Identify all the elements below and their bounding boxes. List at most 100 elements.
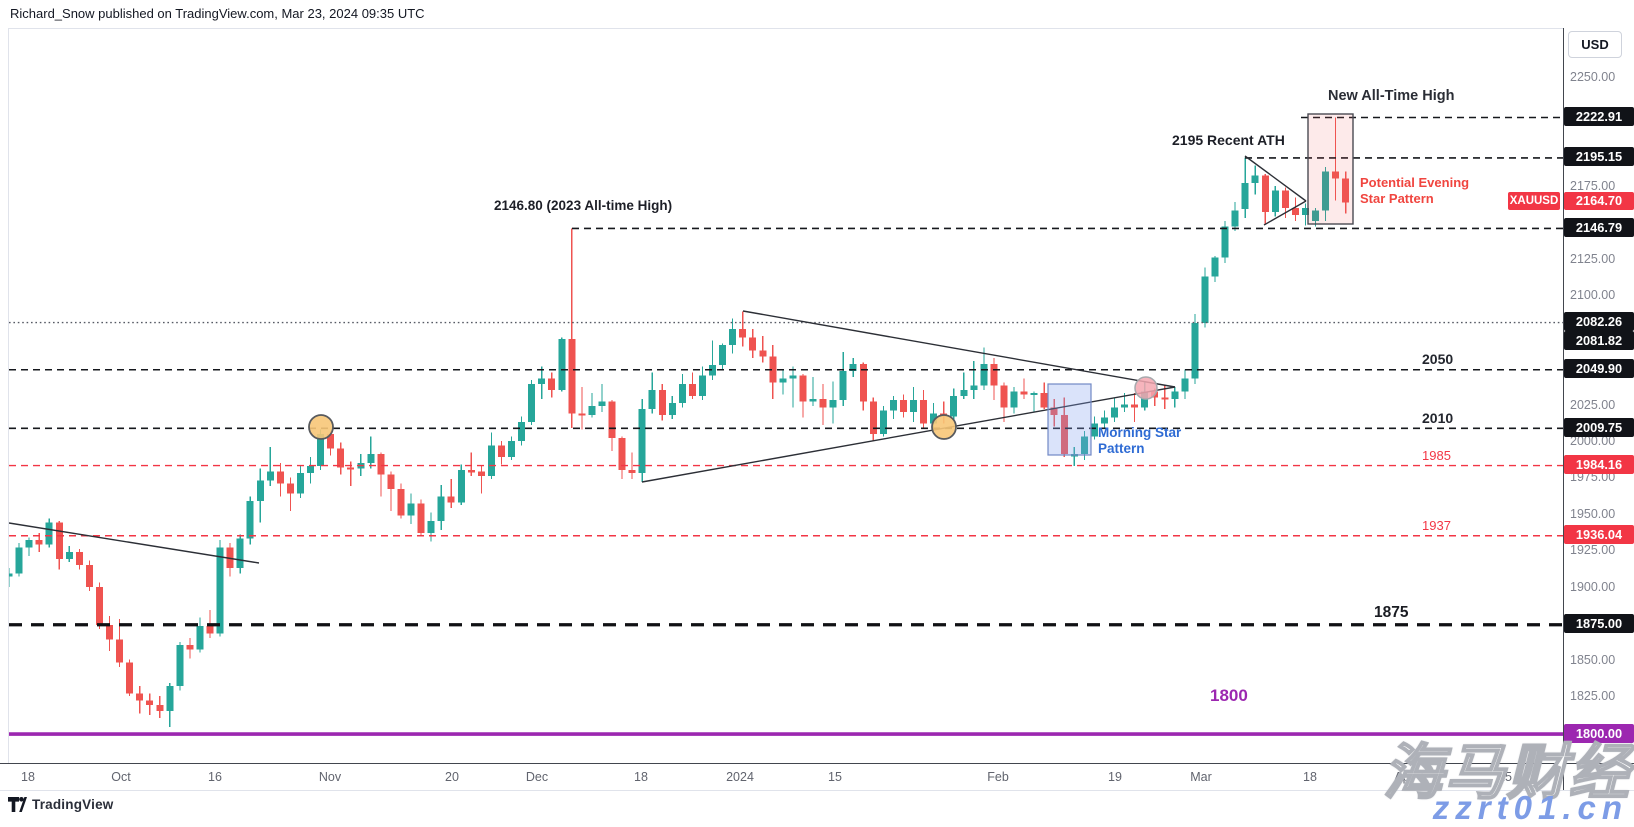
price-tick-1950.00: 1950.00 xyxy=(1570,506,1616,521)
candle-body xyxy=(1301,207,1309,216)
price-axis-border xyxy=(1563,28,1564,790)
candle-body xyxy=(65,551,73,560)
level-label-2010: 2010 xyxy=(1420,410,1456,426)
candle-body xyxy=(688,384,696,396)
candle-body xyxy=(729,328,737,345)
annotation-new-ath: New All-Time High xyxy=(1328,88,1455,104)
candle-body xyxy=(578,413,586,416)
candle-body xyxy=(166,685,174,711)
candle-body xyxy=(970,385,978,391)
candle-body xyxy=(518,422,526,442)
candle-body xyxy=(1322,171,1330,211)
time-tick-18: 18 xyxy=(634,770,648,784)
currency-button[interactable]: USD xyxy=(1568,31,1622,58)
time-tick-20: 20 xyxy=(445,770,459,784)
candle-body xyxy=(95,586,103,625)
candle-body xyxy=(25,540,33,548)
tradingview-logo[interactable]: TradingView xyxy=(8,797,113,812)
candle-body xyxy=(136,693,144,701)
candle-body xyxy=(176,645,184,686)
candle-body xyxy=(809,398,817,402)
price-badge-1800.00: 1800.00 xyxy=(1564,723,1634,743)
candle-body xyxy=(950,395,958,417)
time-tick-15: 15 xyxy=(1498,770,1512,784)
candle-body xyxy=(156,704,164,711)
candle-body xyxy=(196,626,204,650)
candle-body xyxy=(1020,391,1028,395)
candle-body xyxy=(1332,171,1340,179)
candle-body xyxy=(116,639,124,663)
price-tick-1925.00: 1925.00 xyxy=(1570,543,1616,558)
candle-body xyxy=(55,522,63,560)
candle-body xyxy=(1111,407,1118,418)
time-tick-Oct: Oct xyxy=(111,770,131,784)
candlestick-chart-canvas[interactable] xyxy=(9,29,1565,765)
candle-body xyxy=(387,474,395,490)
trendline-triangle-upper xyxy=(742,310,1176,388)
candle-body xyxy=(910,400,917,412)
candle-body xyxy=(678,384,686,404)
candle-body xyxy=(276,471,284,484)
candle-body xyxy=(1221,226,1229,258)
level-label-2050: 2050 xyxy=(1420,351,1456,367)
price-badge-2082.26: 2082.26 xyxy=(1564,312,1634,332)
price-tick-2100.00: 2100.00 xyxy=(1570,288,1616,303)
candle-body xyxy=(1121,404,1129,408)
candle-body xyxy=(1251,175,1259,183)
candle-body xyxy=(407,503,415,516)
candle-body xyxy=(317,433,325,466)
candle-body xyxy=(1342,178,1350,203)
trendline-pennant-upper xyxy=(1244,155,1307,202)
candle-body xyxy=(427,521,435,533)
candle-body xyxy=(1010,391,1018,408)
highlight-circles xyxy=(308,376,1158,440)
annotation-morning-star: Morning Star Pattern xyxy=(1098,425,1182,457)
candle-body xyxy=(417,503,425,533)
candle-body xyxy=(638,408,646,474)
candle-body xyxy=(618,438,626,471)
candle-body xyxy=(668,403,676,415)
candle-body xyxy=(246,500,254,539)
candle-body xyxy=(45,522,53,545)
trendlines xyxy=(9,155,1307,564)
candle-body xyxy=(377,454,385,475)
evening-star-box xyxy=(1307,113,1354,225)
candle-body xyxy=(1050,407,1058,415)
candle-body xyxy=(126,662,134,694)
candle-body xyxy=(980,363,988,386)
price-badge-1984.16: 1984.16 xyxy=(1564,455,1634,475)
candle-body xyxy=(1000,385,1008,408)
candle-body xyxy=(9,573,13,577)
candle-body xyxy=(899,400,907,412)
candle-body xyxy=(1060,414,1068,455)
candle-body xyxy=(1090,423,1098,437)
morning-star-box xyxy=(1047,383,1092,456)
chart-pane[interactable] xyxy=(8,28,1564,764)
candle-body xyxy=(1211,257,1219,277)
candle-body xyxy=(467,470,475,473)
level-label-1800: 1800 xyxy=(1210,686,1248,705)
price-badge-1875.00: 1875.00 xyxy=(1564,614,1634,634)
candle-body xyxy=(186,645,194,650)
candle-body xyxy=(839,371,847,401)
candle-body xyxy=(709,365,716,376)
time-tick-18: 18 xyxy=(21,770,35,784)
candle-body xyxy=(477,471,485,477)
price-tick-2250.00: 2250.00 xyxy=(1570,69,1616,84)
candle-body xyxy=(1181,378,1189,392)
candle-body xyxy=(990,363,998,386)
candle-body xyxy=(1241,182,1249,210)
time-axis-border xyxy=(0,763,1634,764)
price-badge-2195.15: 2195.15 xyxy=(1564,147,1634,167)
candle-body xyxy=(367,454,375,463)
candle-body xyxy=(598,401,606,407)
level-label-1875: 1875 xyxy=(1372,604,1411,621)
candle-body xyxy=(146,700,154,705)
horizontal-price-levels xyxy=(9,116,1564,736)
pattern-boxes xyxy=(1047,113,1354,456)
candle-body xyxy=(1291,207,1299,216)
price-badge-2009.75: 2009.75 xyxy=(1564,417,1634,437)
price-tick-1850.00: 1850.00 xyxy=(1570,652,1616,667)
candle-body xyxy=(719,344,727,366)
